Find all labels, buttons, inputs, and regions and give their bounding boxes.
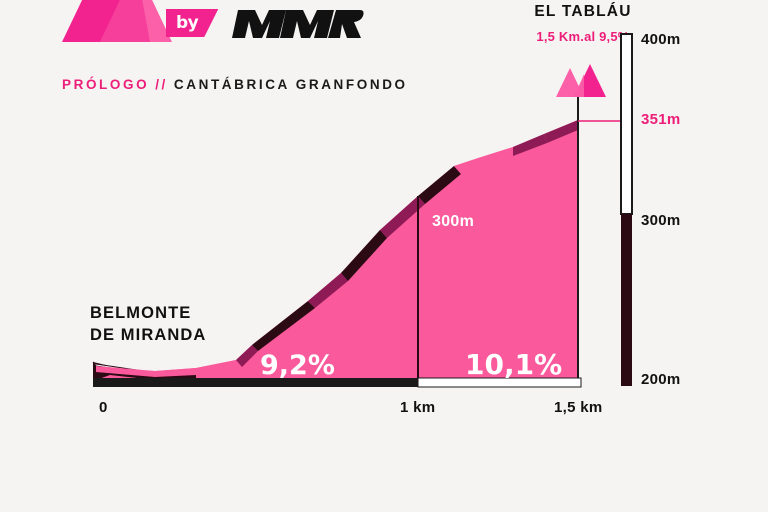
start-town-label: BELMONTE DE MIRANDA <box>90 302 206 346</box>
start-town-line-2: DE MIRANDA <box>90 326 207 344</box>
baseline-bar-light <box>417 377 582 388</box>
summit-mountain-icon <box>556 64 606 97</box>
segment-steep-2 <box>341 230 387 281</box>
inline-altitude-300m-label: 300m <box>432 213 475 230</box>
segment-flat-4 <box>454 147 513 174</box>
logo-wordmark: lacrono <box>104 0 352 4</box>
profile-fill-area <box>96 120 578 383</box>
profile-gradient-band <box>92 120 578 379</box>
segment-flat-2 <box>155 368 196 377</box>
segment-moderate-1 <box>236 345 258 367</box>
segment-flat-1 <box>96 366 155 377</box>
segment-moderate-2 <box>308 273 348 308</box>
logo-mountain-icon <box>62 0 172 42</box>
segment-flat-3 <box>196 360 236 375</box>
baseline-bar-dark <box>93 378 418 387</box>
x-axis-tick-1-5km: 1,5 km <box>554 399 603 416</box>
tagline-separator: // <box>155 77 168 92</box>
y-axis-tick-351m: 351m <box>641 111 681 128</box>
altitude-scale-lower <box>621 214 632 386</box>
tagline: PRÓLOGO // CANTÁBRICA GRANFONDO <box>62 77 408 92</box>
segment-moderate-5 <box>544 120 578 143</box>
partner-logo-mmr <box>224 7 364 41</box>
segment-steep-3 <box>418 166 461 204</box>
y-axis-tick-300m: 300m <box>641 212 681 229</box>
start-town-line-1: BELMONTE <box>90 304 192 322</box>
tagline-event: CANTÁBRICA GRANFONDO <box>173 77 408 92</box>
logo-word-crono: crono <box>163 0 352 9</box>
by-chip: by <box>166 9 218 37</box>
altitude-scale-upper <box>620 33 633 215</box>
summit-name-label: EL TABLÁU <box>534 3 632 20</box>
brand-logo: lacrono by <box>62 0 392 96</box>
x-axis-tick-1km: 1 km <box>400 399 436 416</box>
gradient-label-section-2: 10,1% <box>465 348 563 381</box>
segment-steep-1 <box>252 301 315 351</box>
mmr-wordmark-icon <box>232 10 364 38</box>
segment-moderate-3 <box>380 196 425 238</box>
x-axis-tick-0: 0 <box>99 399 108 416</box>
logo-word-la: la <box>104 0 165 9</box>
y-axis-tick-200m: 200m <box>641 371 681 388</box>
segment-moderate-4 <box>513 134 547 156</box>
y-axis-tick-400m: 400m <box>641 31 681 48</box>
gradient-label-section-1: 9,2% <box>260 350 335 381</box>
summit-detail-label: 1,5 Km.al 9,5% <box>536 29 630 44</box>
tagline-prologo: PRÓLOGO <box>62 77 150 92</box>
by-label: by <box>176 13 199 33</box>
